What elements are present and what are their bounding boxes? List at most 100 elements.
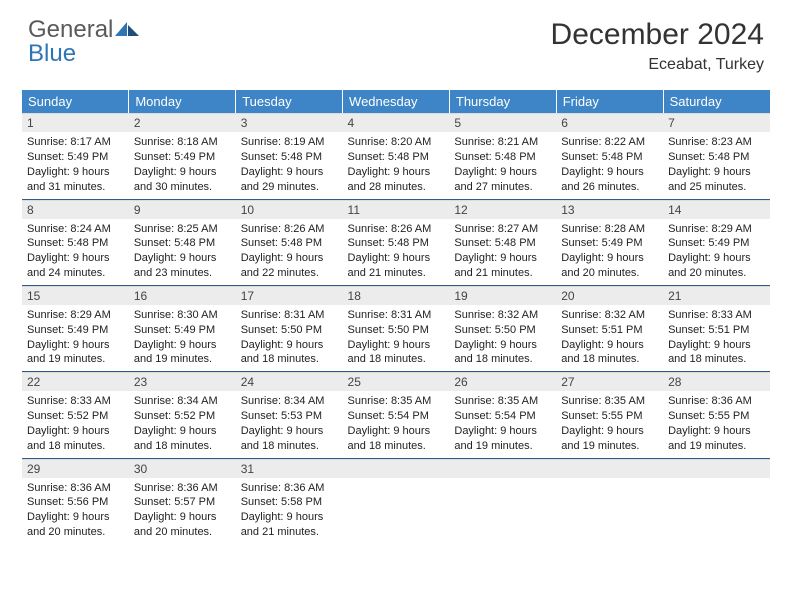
daylight-text: Daylight: 9 hours [27,510,124,525]
calendar-day-cell: 3Sunrise: 8:19 AMSunset: 5:48 PMDaylight… [236,113,343,199]
daylight-text: and 20 minutes. [27,525,124,540]
day-number: 25 [343,372,450,391]
daylight-text: Daylight: 9 hours [134,165,231,180]
daylight-text: Daylight: 9 hours [348,424,445,439]
sunset-text: Sunset: 5:49 PM [27,323,124,338]
daylight-text: Daylight: 9 hours [241,424,338,439]
calendar-week-row: 15Sunrise: 8:29 AMSunset: 5:49 PMDayligh… [22,285,770,371]
daylight-text: and 18 minutes. [348,352,445,367]
sunset-text: Sunset: 5:48 PM [454,236,551,251]
calendar-day-cell: 1Sunrise: 8:17 AMSunset: 5:49 PMDaylight… [22,113,129,199]
daylight-text: Daylight: 9 hours [241,338,338,353]
sunrise-text: Sunrise: 8:19 AM [241,135,338,150]
sunset-text: Sunset: 5:50 PM [241,323,338,338]
day-number: 22 [22,372,129,391]
sunset-text: Sunset: 5:52 PM [27,409,124,424]
day-details: Sunrise: 8:26 AMSunset: 5:48 PMDaylight:… [343,219,450,285]
day-details: Sunrise: 8:34 AMSunset: 5:53 PMDaylight:… [236,391,343,457]
daylight-text: Daylight: 9 hours [561,338,658,353]
sunrise-text: Sunrise: 8:27 AM [454,222,551,237]
daylight-text: Daylight: 9 hours [27,424,124,439]
day-details: Sunrise: 8:34 AMSunset: 5:52 PMDaylight:… [129,391,236,457]
day-details: Sunrise: 8:35 AMSunset: 5:54 PMDaylight:… [449,391,556,457]
calendar-day-cell: 31Sunrise: 8:36 AMSunset: 5:58 PMDayligh… [236,458,343,544]
day-details: Sunrise: 8:28 AMSunset: 5:49 PMDaylight:… [556,219,663,285]
daylight-text: and 19 minutes. [134,352,231,367]
daylight-text: Daylight: 9 hours [454,424,551,439]
sunset-text: Sunset: 5:50 PM [454,323,551,338]
day-number: 19 [449,286,556,305]
daylight-text: and 20 minutes. [668,266,765,281]
day-number: 2 [129,113,236,132]
sunset-text: Sunset: 5:48 PM [454,150,551,165]
day-number: 7 [663,113,770,132]
day-details: Sunrise: 8:36 AMSunset: 5:57 PMDaylight:… [129,478,236,544]
calendar-empty-cell [343,458,450,544]
daylight-text: Daylight: 9 hours [134,510,231,525]
calendar-week-row: 22Sunrise: 8:33 AMSunset: 5:52 PMDayligh… [22,372,770,458]
daylight-text: and 19 minutes. [27,352,124,367]
calendar-day-cell: 6Sunrise: 8:22 AMSunset: 5:48 PMDaylight… [556,113,663,199]
sunrise-text: Sunrise: 8:29 AM [27,308,124,323]
page-title: December 2024 [551,18,764,52]
sunset-text: Sunset: 5:48 PM [561,150,658,165]
calendar-day-cell: 17Sunrise: 8:31 AMSunset: 5:50 PMDayligh… [236,285,343,371]
daylight-text: and 18 minutes. [134,439,231,454]
sunrise-text: Sunrise: 8:33 AM [27,394,124,409]
sunrise-text: Sunrise: 8:36 AM [27,481,124,496]
day-number: 30 [129,459,236,478]
day-details: Sunrise: 8:27 AMSunset: 5:48 PMDaylight:… [449,219,556,285]
day-number: 27 [556,372,663,391]
calendar-empty-cell [556,458,663,544]
daylight-text: and 22 minutes. [241,266,338,281]
sunrise-text: Sunrise: 8:36 AM [668,394,765,409]
sunset-text: Sunset: 5:50 PM [348,323,445,338]
calendar-empty-cell [449,458,556,544]
daylight-text: Daylight: 9 hours [561,251,658,266]
sunset-text: Sunset: 5:48 PM [134,236,231,251]
day-number: 23 [129,372,236,391]
daylight-text: and 18 minutes. [241,439,338,454]
column-header: Friday [556,90,663,113]
daylight-text: Daylight: 9 hours [348,251,445,266]
daylight-text: and 19 minutes. [561,439,658,454]
day-details: Sunrise: 8:21 AMSunset: 5:48 PMDaylight:… [449,132,556,198]
sunset-text: Sunset: 5:49 PM [668,236,765,251]
day-number: 29 [22,459,129,478]
sunrise-text: Sunrise: 8:22 AM [561,135,658,150]
sunset-text: Sunset: 5:49 PM [561,236,658,251]
day-details: Sunrise: 8:36 AMSunset: 5:58 PMDaylight:… [236,478,343,544]
daylight-text: Daylight: 9 hours [241,165,338,180]
sunrise-text: Sunrise: 8:34 AM [134,394,231,409]
location-label: Eceabat, Turkey [551,56,764,74]
daylight-text: and 19 minutes. [454,439,551,454]
sunset-text: Sunset: 5:48 PM [241,236,338,251]
day-details: Sunrise: 8:26 AMSunset: 5:48 PMDaylight:… [236,219,343,285]
header: GeneralBlue December 2024 Eceabat, Turke… [0,0,792,80]
sunset-text: Sunset: 5:53 PM [241,409,338,424]
logo: GeneralBlue [28,18,141,66]
calendar-day-cell: 15Sunrise: 8:29 AMSunset: 5:49 PMDayligh… [22,285,129,371]
sunrise-text: Sunrise: 8:23 AM [668,135,765,150]
calendar-day-cell: 10Sunrise: 8:26 AMSunset: 5:48 PMDayligh… [236,199,343,285]
daylight-text: and 27 minutes. [454,180,551,195]
calendar-day-cell: 4Sunrise: 8:20 AMSunset: 5:48 PMDaylight… [343,113,450,199]
daylight-text: and 29 minutes. [241,180,338,195]
daylight-text: and 24 minutes. [27,266,124,281]
daylight-text: and 21 minutes. [454,266,551,281]
sunrise-text: Sunrise: 8:32 AM [561,308,658,323]
day-number: 5 [449,113,556,132]
sunset-text: Sunset: 5:48 PM [348,150,445,165]
daylight-text: Daylight: 9 hours [241,251,338,266]
day-number: 17 [236,286,343,305]
day-number: 26 [449,372,556,391]
calendar-day-cell: 21Sunrise: 8:33 AMSunset: 5:51 PMDayligh… [663,285,770,371]
calendar-day-cell: 19Sunrise: 8:32 AMSunset: 5:50 PMDayligh… [449,285,556,371]
daylight-text: Daylight: 9 hours [348,338,445,353]
sunrise-text: Sunrise: 8:17 AM [27,135,124,150]
calendar-day-cell: 26Sunrise: 8:35 AMSunset: 5:54 PMDayligh… [449,372,556,458]
calendar-day-cell: 23Sunrise: 8:34 AMSunset: 5:52 PMDayligh… [129,372,236,458]
daylight-text: Daylight: 9 hours [27,338,124,353]
day-number: 3 [236,113,343,132]
calendar-day-cell: 11Sunrise: 8:26 AMSunset: 5:48 PMDayligh… [343,199,450,285]
